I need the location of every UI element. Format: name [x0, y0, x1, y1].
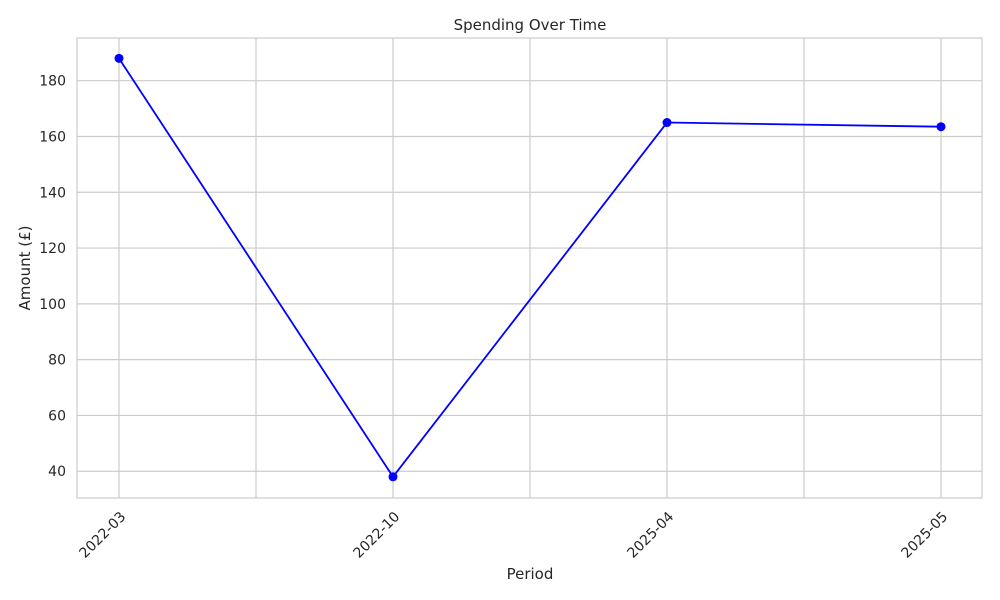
y-tick-labels: 40 60 80 100 120 140 160 180	[39, 74, 66, 481]
series-layer	[114, 53, 946, 482]
y-tick-label: 60	[48, 408, 66, 424]
plot-frame	[76, 37, 983, 499]
y-tick-label: 120	[39, 241, 66, 257]
x-axis-label: Period	[507, 565, 554, 583]
y-tick-label: 80	[48, 353, 66, 369]
chart-title: Spending Over Time	[454, 16, 607, 34]
y-axis-label: Amount (£)	[16, 226, 34, 311]
data-point	[388, 472, 398, 482]
series-line	[118, 57, 942, 479]
y-tick-label: 160	[39, 129, 66, 145]
data-point	[662, 118, 672, 128]
data-point	[114, 53, 124, 63]
y-tick-label: 140	[39, 185, 66, 201]
y-tick-label: 40	[48, 464, 66, 480]
y-tick-label: 100	[39, 297, 66, 313]
data-point	[936, 122, 946, 132]
grid-layer	[77, 38, 982, 498]
y-tick-label: 180	[39, 74, 66, 90]
